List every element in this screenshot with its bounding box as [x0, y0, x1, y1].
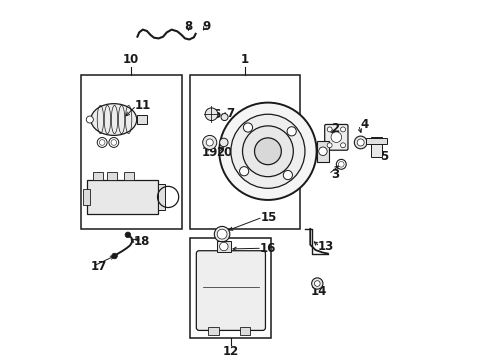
Circle shape — [341, 127, 345, 132]
Bar — [158, 184, 165, 210]
FancyBboxPatch shape — [196, 251, 266, 330]
Circle shape — [203, 135, 217, 149]
Bar — [217, 241, 231, 252]
Text: 16: 16 — [260, 242, 276, 255]
Circle shape — [243, 126, 294, 177]
Bar — [366, 138, 387, 144]
Text: 18: 18 — [134, 235, 150, 248]
Circle shape — [244, 123, 252, 132]
Circle shape — [331, 132, 342, 143]
Text: 10: 10 — [123, 53, 139, 66]
Circle shape — [220, 138, 228, 147]
Bar — [371, 137, 382, 157]
Text: 3: 3 — [331, 168, 339, 181]
Circle shape — [206, 139, 213, 146]
Circle shape — [312, 278, 323, 289]
Text: 15: 15 — [261, 211, 277, 224]
Circle shape — [240, 167, 249, 176]
Circle shape — [221, 113, 228, 121]
Circle shape — [354, 136, 367, 149]
Circle shape — [315, 281, 320, 286]
Circle shape — [357, 139, 364, 146]
Circle shape — [109, 138, 119, 147]
Circle shape — [327, 127, 332, 132]
Text: 8: 8 — [184, 19, 193, 32]
Bar — [124, 172, 134, 180]
Circle shape — [327, 143, 332, 148]
Bar — [240, 327, 250, 335]
Circle shape — [254, 138, 281, 165]
Circle shape — [219, 103, 317, 200]
Circle shape — [112, 253, 117, 259]
Circle shape — [283, 170, 293, 180]
Circle shape — [217, 229, 227, 239]
Circle shape — [220, 242, 228, 251]
Bar — [190, 76, 300, 229]
Circle shape — [341, 143, 345, 148]
Circle shape — [111, 140, 117, 145]
Text: 5: 5 — [380, 150, 389, 163]
Circle shape — [318, 147, 327, 156]
Bar — [81, 76, 181, 229]
Text: 17: 17 — [91, 260, 107, 273]
Bar — [87, 180, 158, 214]
Circle shape — [125, 232, 131, 238]
Bar — [208, 327, 219, 335]
Bar — [317, 141, 329, 162]
Text: 7: 7 — [226, 107, 234, 120]
Bar — [190, 238, 271, 338]
Bar — [83, 189, 90, 205]
Text: 11: 11 — [135, 99, 151, 112]
Circle shape — [99, 140, 105, 145]
Text: 19: 19 — [201, 146, 218, 159]
Text: 4: 4 — [361, 118, 369, 131]
Ellipse shape — [91, 104, 137, 135]
Text: 20: 20 — [217, 146, 233, 159]
Text: 1: 1 — [241, 53, 249, 66]
Text: 9: 9 — [202, 19, 210, 32]
Circle shape — [205, 108, 218, 121]
Bar — [137, 115, 147, 124]
Text: 14: 14 — [311, 285, 327, 298]
Bar — [93, 172, 102, 180]
Text: 13: 13 — [318, 240, 334, 253]
Circle shape — [214, 226, 230, 242]
Circle shape — [231, 114, 305, 188]
Circle shape — [287, 127, 296, 136]
Text: 12: 12 — [223, 345, 239, 358]
FancyBboxPatch shape — [325, 125, 348, 150]
Bar — [107, 172, 117, 180]
Text: 2: 2 — [331, 122, 339, 135]
Circle shape — [86, 116, 94, 123]
Circle shape — [97, 138, 107, 147]
Circle shape — [339, 162, 344, 167]
Text: 6: 6 — [212, 108, 220, 121]
